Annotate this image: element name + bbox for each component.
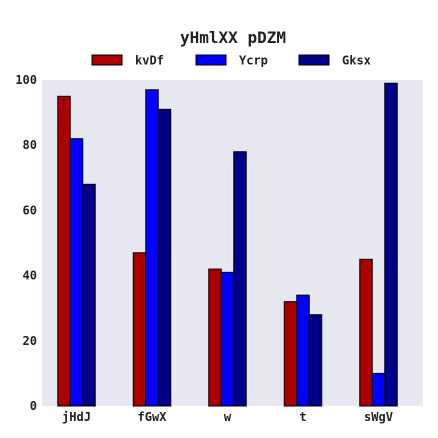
- bar: [296, 294, 310, 407]
- legend-label: Ycrp: [239, 54, 268, 68]
- y-axis: 0 20 40 60 80 100: [15, 73, 37, 413]
- bar: [359, 258, 373, 407]
- bar: [233, 151, 247, 407]
- legend-swatch: [195, 54, 227, 66]
- legend-label: kvDf: [135, 54, 164, 68]
- bars: [57, 82, 398, 407]
- bar: [220, 271, 235, 407]
- bar: [384, 82, 398, 407]
- legend-swatch: [91, 54, 123, 66]
- x-axis: jHdJ fGwX w t sWgV: [62, 410, 393, 424]
- bar: [208, 268, 222, 407]
- bar: [82, 183, 96, 407]
- y-tick-label: 20: [23, 334, 37, 348]
- bar: [69, 138, 84, 407]
- y-tick-label: 100: [15, 73, 37, 87]
- bar: [132, 252, 147, 407]
- legend-label: Gksx: [342, 54, 371, 68]
- y-tick-label: 40: [23, 269, 37, 283]
- y-tick-label: 0: [30, 399, 37, 413]
- legend: kvDf Ycrp Gksx: [91, 54, 371, 68]
- bar: [57, 95, 71, 407]
- bar: [371, 372, 386, 407]
- x-tick-label: sWgV: [364, 410, 393, 424]
- y-tick-label: 60: [23, 203, 37, 217]
- y-tick-label: 80: [23, 138, 37, 152]
- x-tick-label: jHdJ: [62, 410, 91, 424]
- legend-swatch: [298, 54, 330, 66]
- bar: [283, 301, 298, 407]
- x-tick-label: w: [224, 410, 232, 424]
- x-tick-label: t: [299, 410, 306, 424]
- bar: [157, 108, 172, 407]
- chart-title: yHmlXX pDZM: [180, 28, 286, 47]
- bar: [308, 314, 323, 407]
- bar: [145, 89, 159, 407]
- x-tick-label: fGwX: [138, 410, 168, 424]
